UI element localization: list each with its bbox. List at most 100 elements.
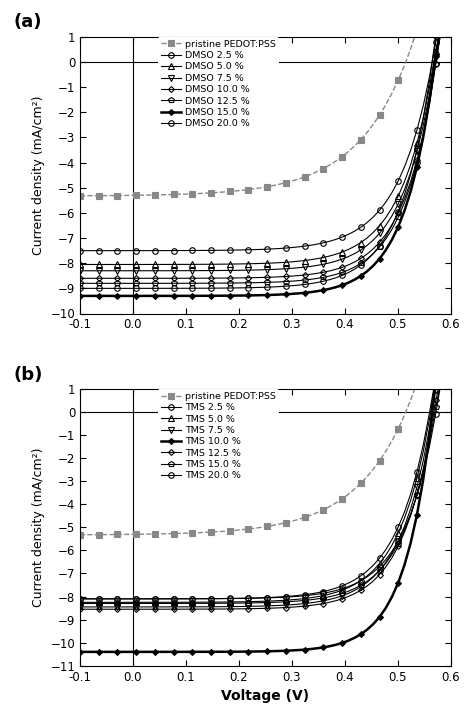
DMSO 5.0 % — [171, 260, 176, 269]
TMS 15.0 % — [308, 595, 314, 604]
DMSO 20.0 % — [445, 20, 451, 29]
Line: DMSO 5.0 %: DMSO 5.0 % — [77, 22, 451, 267]
DMSO 12.5 % — [171, 279, 176, 288]
DMSO 2.5 % — [202, 246, 208, 255]
TMS 2.5 % — [308, 589, 314, 598]
DMSO 2.5 % — [445, 20, 451, 29]
TMS 7.5 % — [202, 602, 208, 611]
DMSO 10.0 % — [439, 20, 445, 29]
TMS 15.0 % — [439, 374, 445, 382]
DMSO 5.0 % — [77, 260, 83, 269]
Line: TMS 7.5 %: TMS 7.5 % — [77, 375, 451, 609]
DMSO 20.0 % — [139, 284, 145, 293]
TMS 5.0 % — [183, 598, 189, 607]
Line: DMSO 7.5 %: DMSO 7.5 % — [77, 22, 451, 274]
DMSO 7.5 % — [196, 266, 201, 275]
pristine PEDOT:PSS — [196, 528, 201, 537]
TMS 2.5 % — [171, 594, 176, 603]
TMS 20.0 % — [439, 374, 445, 382]
DMSO 7.5 % — [183, 267, 189, 275]
Y-axis label: Current density (mA/cm²): Current density (mA/cm²) — [32, 95, 45, 255]
pristine PEDOT:PSS — [308, 170, 314, 179]
TMS 5.0 % — [308, 594, 314, 602]
DMSO 10.0 % — [196, 274, 201, 282]
TMS 12.5 % — [196, 605, 201, 614]
pristine PEDOT:PSS — [445, 374, 451, 382]
DMSO 5.0 % — [439, 20, 445, 29]
TMS 12.5 % — [445, 374, 451, 382]
TMS 12.5 % — [202, 605, 208, 614]
TMS 10.0 % — [202, 647, 208, 656]
TMS 12.5 % — [139, 605, 145, 614]
TMS 5.0 % — [196, 598, 201, 607]
TMS 2.5 % — [77, 594, 83, 603]
TMS 7.5 % — [139, 602, 145, 611]
DMSO 10.0 % — [77, 274, 83, 282]
TMS 20.0 % — [445, 374, 451, 382]
DMSO 12.5 % — [445, 20, 451, 29]
pristine PEDOT:PSS — [445, 20, 451, 29]
Line: DMSO 2.5 %: DMSO 2.5 % — [77, 22, 451, 253]
DMSO 10.0 % — [183, 274, 189, 282]
DMSO 2.5 % — [308, 241, 314, 250]
TMS 7.5 % — [77, 602, 83, 611]
TMS 20.0 % — [202, 594, 208, 603]
Line: DMSO 10.0 %: DMSO 10.0 % — [78, 22, 450, 280]
pristine PEDOT:PSS — [139, 191, 145, 199]
TMS 5.0 % — [139, 598, 145, 607]
DMSO 15.0 % — [139, 292, 145, 300]
TMS 10.0 % — [77, 647, 83, 656]
DMSO 20.0 % — [183, 284, 189, 293]
pristine PEDOT:PSS — [420, 374, 426, 382]
DMSO 5.0 % — [139, 260, 145, 269]
TMS 10.0 % — [439, 374, 445, 382]
TMS 5.0 % — [445, 374, 451, 382]
pristine PEDOT:PSS — [139, 530, 145, 538]
DMSO 10.0 % — [139, 274, 145, 282]
Line: TMS 10.0 %: TMS 10.0 % — [78, 376, 450, 654]
TMS 12.5 % — [77, 605, 83, 614]
DMSO 12.5 % — [139, 279, 145, 288]
Line: TMS 15.0 %: TMS 15.0 % — [77, 375, 451, 607]
DMSO 7.5 % — [77, 267, 83, 275]
DMSO 12.5 % — [77, 279, 83, 288]
DMSO 15.0 % — [202, 292, 208, 300]
DMSO 10.0 % — [202, 274, 208, 282]
DMSO 12.5 % — [202, 279, 208, 288]
TMS 7.5 % — [171, 602, 176, 611]
DMSO 2.5 % — [77, 247, 83, 255]
TMS 2.5 % — [202, 594, 208, 603]
TMS 12.5 % — [439, 374, 445, 382]
Line: DMSO 20.0 %: DMSO 20.0 % — [77, 22, 451, 291]
DMSO 5.0 % — [196, 260, 201, 269]
pristine PEDOT:PSS — [77, 531, 83, 539]
TMS 15.0 % — [202, 599, 208, 607]
TMS 5.0 % — [171, 598, 176, 607]
DMSO 20.0 % — [196, 284, 201, 293]
TMS 15.0 % — [196, 599, 201, 608]
DMSO 2.5 % — [171, 246, 176, 255]
pristine PEDOT:PSS — [196, 189, 201, 198]
pristine PEDOT:PSS — [77, 191, 83, 200]
DMSO 15.0 % — [308, 288, 314, 296]
TMS 12.5 % — [183, 605, 189, 614]
DMSO 15.0 % — [183, 292, 189, 300]
TMS 20.0 % — [139, 594, 145, 603]
TMS 10.0 % — [183, 647, 189, 656]
TMS 20.0 % — [196, 594, 201, 603]
DMSO 2.5 % — [183, 246, 189, 255]
TMS 15.0 % — [445, 374, 451, 382]
DMSO 12.5 % — [196, 279, 201, 288]
TMS 10.0 % — [196, 647, 201, 656]
pristine PEDOT:PSS — [202, 189, 208, 197]
DMSO 12.5 % — [308, 275, 314, 284]
TMS 15.0 % — [77, 599, 83, 608]
DMSO 15.0 % — [77, 292, 83, 300]
DMSO 5.0 % — [183, 260, 189, 269]
pristine PEDOT:PSS — [171, 190, 176, 199]
Text: (a): (a) — [13, 14, 42, 32]
Legend: pristine PEDOT:PSS, DMSO 2.5 %, DMSO 5.0 %, DMSO 7.5 %, DMSO 10.0 %, DMSO 12.5 %: pristine PEDOT:PSS, DMSO 2.5 %, DMSO 5.0… — [158, 37, 279, 131]
pristine PEDOT:PSS — [420, 20, 426, 29]
Legend: pristine PEDOT:PSS, TMS 2.5 %, TMS 5.0 %, TMS 7.5 %, TMS 10.0 %, TMS 12.5 %, TMS: pristine PEDOT:PSS, TMS 2.5 %, TMS 5.0 %… — [158, 389, 279, 483]
pristine PEDOT:PSS — [202, 528, 208, 537]
